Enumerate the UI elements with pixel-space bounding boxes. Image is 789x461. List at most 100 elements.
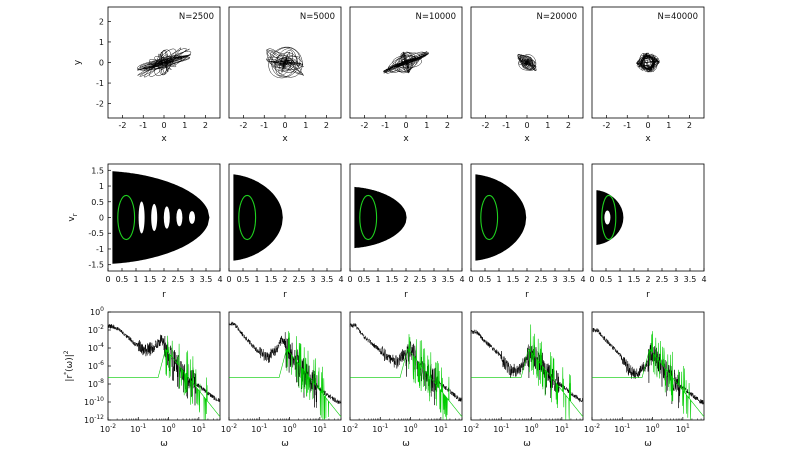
x-tick-label: 1.5	[265, 275, 278, 284]
x-tick-label-base: 10	[192, 425, 202, 434]
x-tick-label: 2	[687, 121, 692, 130]
x-tick-label-base: 10	[525, 425, 535, 434]
x-tick-label: 2	[645, 275, 650, 284]
x-tick-label: 0	[347, 275, 352, 284]
phase-space-region	[112, 171, 210, 264]
y-axis-label: |r*(ω)|2	[63, 350, 75, 381]
x-tick-label: -1	[623, 121, 631, 130]
x-tick-label: 0.5	[479, 275, 492, 284]
x-tick-label: 1.5	[386, 275, 399, 284]
x-tick-label: 3.5	[321, 275, 334, 284]
x-tick-label-base: 10	[130, 425, 140, 434]
x-tick-label: 101	[192, 423, 206, 434]
y-tick-label-base: 10	[88, 344, 98, 353]
panel-trajectories-5: N=40000 -2 -1 0 1 2 x	[591, 6, 705, 144]
x-tick-label-base: 10	[404, 425, 414, 434]
x-tick-label: 1.5	[628, 275, 641, 284]
phase-space-hole	[604, 210, 611, 225]
x-tick-label: 3	[552, 275, 557, 284]
x-tick-label-base: 10	[221, 425, 231, 434]
x-tick-label-exp: 0	[535, 423, 539, 430]
spectrum-black-line	[470, 329, 584, 403]
trajectory-line	[382, 51, 430, 74]
x-axis-label: x	[161, 134, 167, 144]
x-tick-label-exp: -2	[594, 423, 600, 430]
y-tick-label: 2	[99, 17, 104, 26]
x-tick-label: 2	[524, 275, 529, 284]
x-tick-label-exp: 1	[686, 423, 690, 430]
x-axis-label: r	[404, 290, 408, 300]
x-tick-label: 1	[496, 275, 501, 284]
x-tick-label: 2	[161, 275, 166, 284]
x-tick-label-exp: -1	[503, 423, 509, 430]
phase-space-gap	[176, 208, 183, 227]
x-tick-label: -1	[502, 121, 510, 130]
x-tick-label: 1.5	[144, 275, 157, 284]
x-axis-label: r	[525, 290, 529, 300]
x-tick-label: 3.5	[563, 275, 576, 284]
x-tick-label: 1	[545, 121, 550, 130]
x-tick-label: 10-1	[614, 423, 630, 434]
x-tick-label: -2	[361, 121, 369, 130]
y-tick-label: 10-10	[84, 396, 104, 407]
x-tick-label: 1	[424, 121, 429, 130]
x-tick-label: 2.5	[656, 275, 669, 284]
panel-phase-space-4: 0 0.5 1 1.5 2 2.5 3 3.5 4 r	[468, 163, 586, 300]
x-tick-label: 100	[162, 423, 176, 434]
x-tick-label: 0	[161, 121, 166, 130]
spectrum-green-line	[350, 334, 463, 420]
x-tick-label: 2	[403, 275, 408, 284]
y-tick-label: -1	[96, 245, 104, 254]
x-tick-label-base: 10	[313, 425, 323, 434]
x-tick-label-base: 10	[493, 425, 503, 434]
panel-n-label: N=5000	[300, 12, 335, 22]
x-tick-label-exp: 1	[565, 423, 569, 430]
green-orbit	[359, 194, 378, 241]
x-tick-label: 2.5	[293, 275, 306, 284]
trajectory-line	[636, 52, 660, 73]
phase-space-gap	[138, 201, 145, 234]
x-tick-label: 10-2	[342, 423, 358, 434]
x-tick-label-exp: 1	[323, 423, 327, 430]
x-tick-label-base: 10	[584, 425, 594, 434]
spectrum-black-line	[107, 323, 221, 406]
y-tick-label-exp: -10	[94, 396, 104, 403]
x-tick-label: 1.5	[507, 275, 520, 284]
y-tick-label-base: 10	[88, 362, 98, 371]
y-tick-label: -1.5	[88, 261, 104, 270]
x-tick-label: 3	[189, 275, 194, 284]
phase-space-gap	[151, 203, 158, 232]
x-tick-label: 0.5	[358, 275, 371, 284]
x-tick-label: -2	[603, 121, 611, 130]
x-tick-label: 1	[303, 121, 308, 130]
x-tick-label-exp: -1	[624, 423, 630, 430]
y-tick-label-exp: -8	[98, 378, 104, 385]
x-tick-label-exp: -2	[231, 423, 237, 430]
y-tick-label-exp: -6	[98, 360, 104, 367]
y-tick-label: 10-2	[88, 324, 104, 335]
x-tick-label: 101	[434, 423, 448, 434]
x-tick-label-base: 10	[100, 425, 110, 434]
x-axis-label: x	[282, 134, 288, 144]
x-axis-label: ω	[281, 439, 289, 449]
x-axis-label: ω	[402, 439, 410, 449]
x-tick-label-base: 10	[283, 425, 293, 434]
panel-frame	[107, 311, 221, 421]
x-tick-label: -2	[119, 121, 127, 130]
x-tick-label-base: 10	[646, 425, 656, 434]
panel-n-label: N=40000	[657, 12, 698, 22]
x-tick-label: -1	[381, 121, 389, 130]
y-axis-label-b: (ω)|	[65, 354, 75, 372]
y-tick-label: 1	[99, 38, 104, 47]
x-tick-label: 100	[283, 423, 297, 434]
x-tick-label: 10-2	[100, 423, 116, 434]
x-tick-label: 10-1	[130, 423, 146, 434]
x-tick-label: 1	[617, 275, 622, 284]
y-tick-label: -0.5	[88, 229, 104, 238]
x-axis-label: r	[162, 290, 166, 300]
y-tick-label: 10-6	[88, 360, 104, 371]
x-tick-label: 2	[324, 121, 329, 130]
phase-space-region	[233, 174, 283, 261]
